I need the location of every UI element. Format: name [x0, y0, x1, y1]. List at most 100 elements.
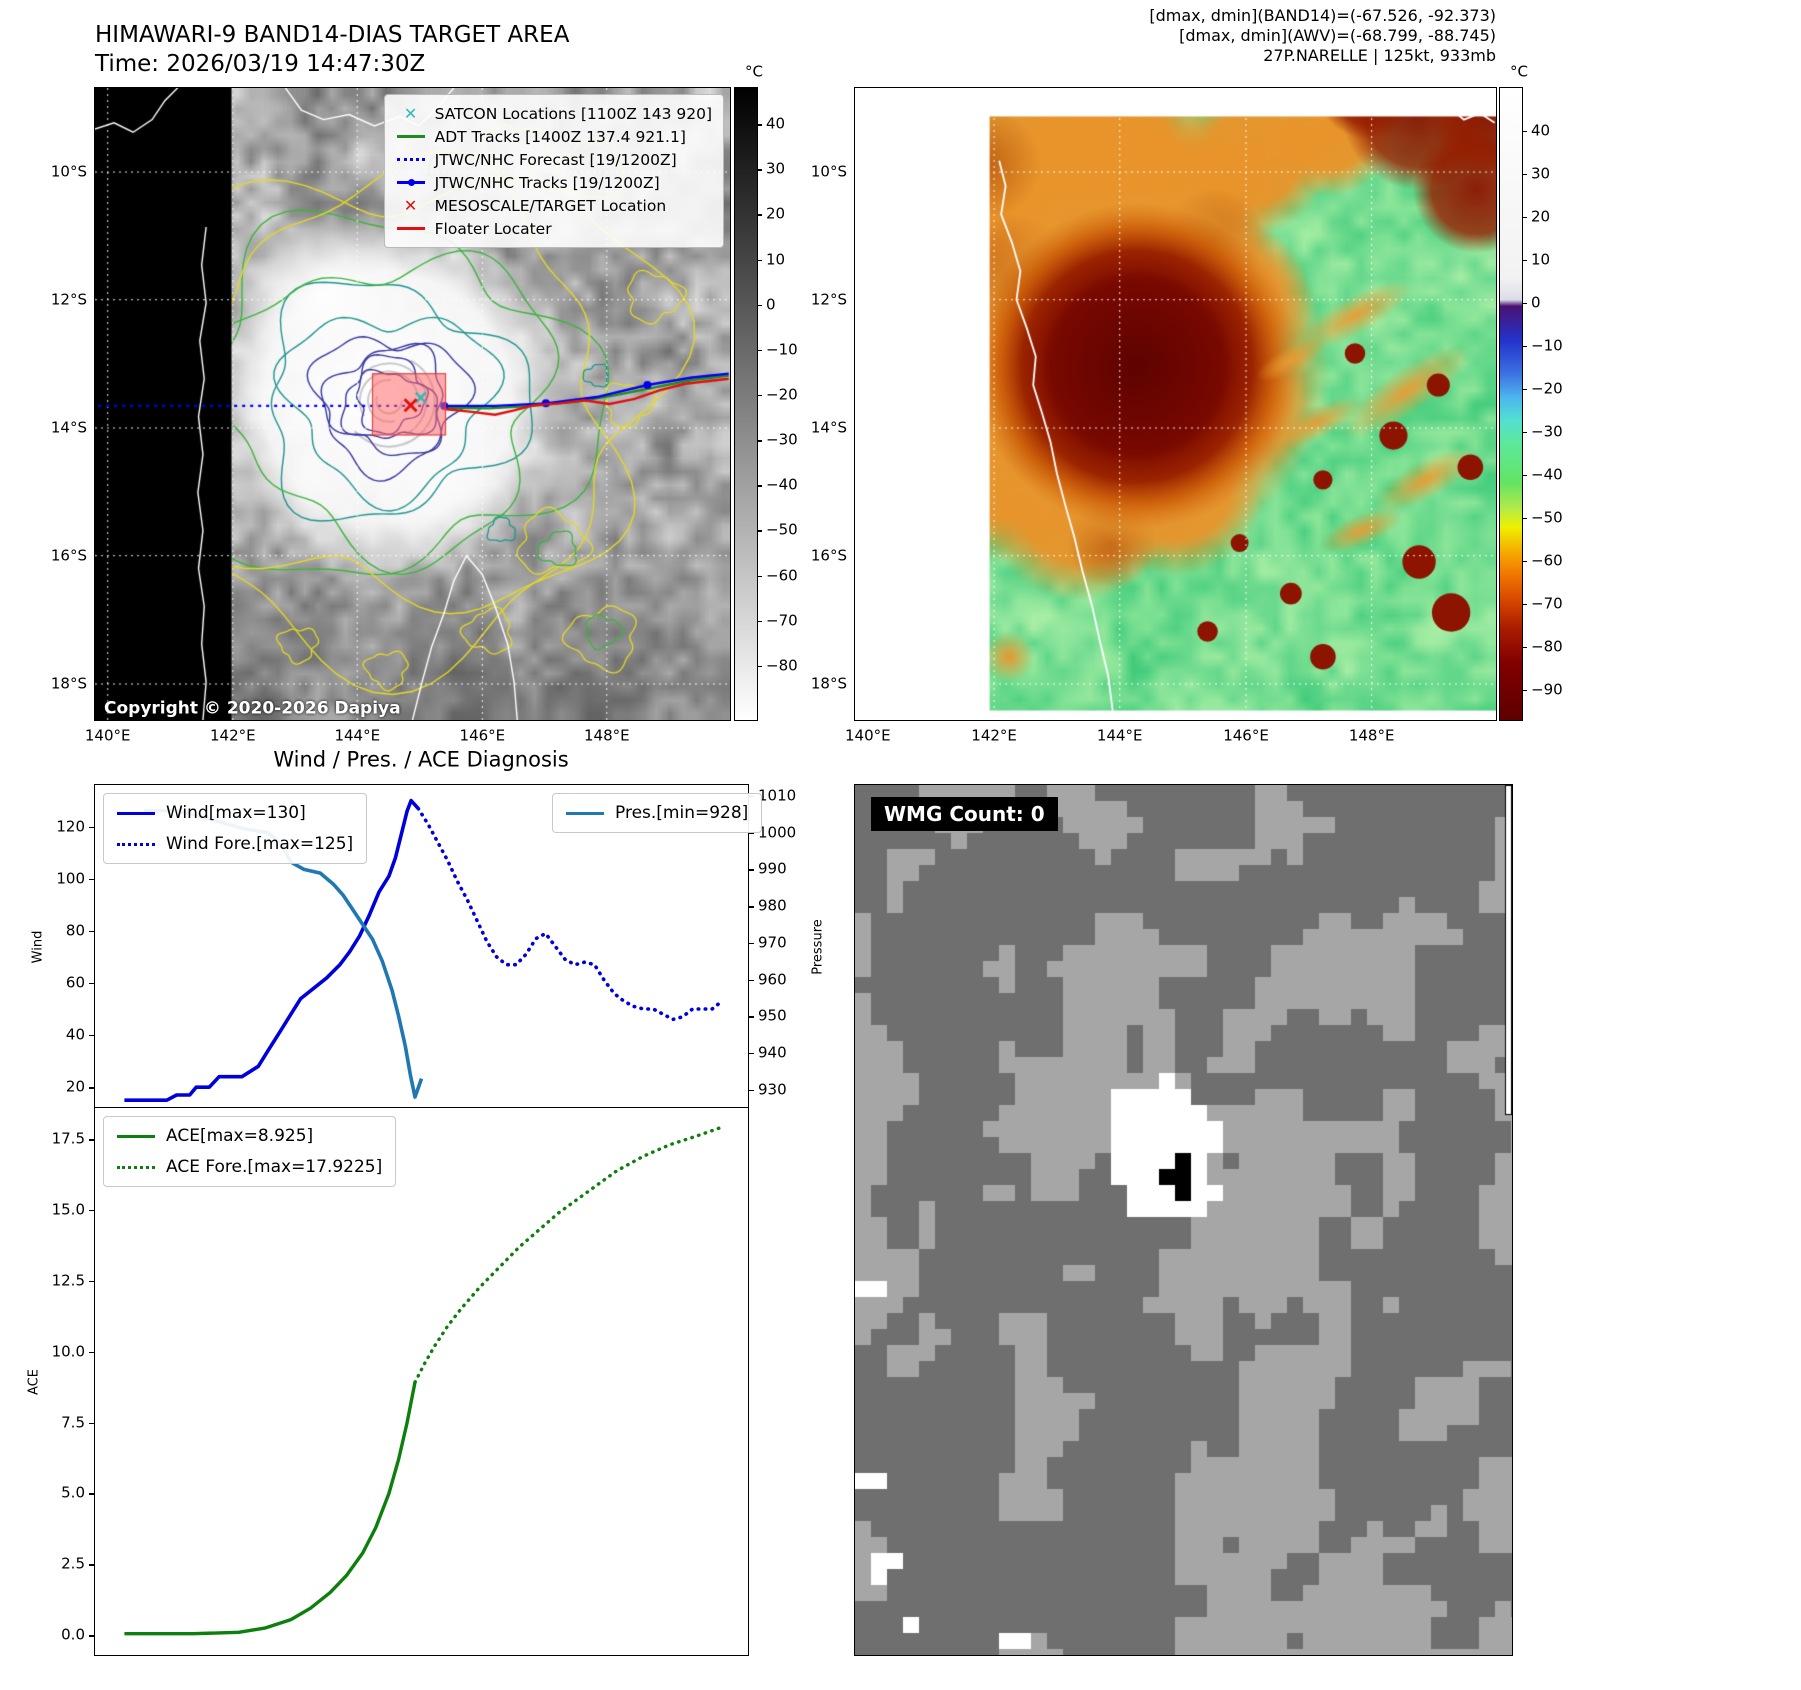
- tick-label: 1000: [758, 823, 797, 842]
- tick-label: 980: [758, 896, 787, 915]
- tick-label: 142°E: [971, 726, 1017, 745]
- tick-label: 950: [758, 1006, 787, 1025]
- legend-item: Wind[max=130]: [117, 803, 353, 823]
- legend-label: Pres.[min=928]: [615, 803, 749, 823]
- legend-label: ACE[max=8.925]: [166, 1126, 314, 1146]
- dmax-dmin-band14-readout: [dmax, dmin](BAND14)=(-67.526, -92.373): [1149, 6, 1496, 25]
- tick-mark: [1522, 388, 1527, 391]
- legend-label: Wind[max=130]: [166, 803, 306, 823]
- legend-label: ACE Fore.[max=17.9225]: [166, 1157, 383, 1177]
- tick-mark: [1522, 517, 1527, 520]
- tick-mark: [89, 1210, 95, 1212]
- colorbar-tick-label: −50: [766, 520, 798, 539]
- tick-mark: [1522, 345, 1527, 348]
- tick-label: 10°S: [50, 162, 87, 181]
- tick-mark: [757, 394, 762, 397]
- wind-forecast-dotted-icon: [117, 842, 155, 846]
- series-line: [413, 1125, 724, 1384]
- tick-label: 18°S: [50, 674, 87, 693]
- tick-label: 970: [758, 933, 787, 952]
- tick-mark: [757, 485, 762, 487]
- colorbar-tick-label: −70: [1531, 594, 1563, 613]
- ace-axis-label: ACE: [26, 1368, 42, 1395]
- tick-mark: [1522, 560, 1527, 563]
- series-line: [124, 1381, 417, 1636]
- colorbar-tick-label: 0: [766, 295, 776, 314]
- diagnosis-title: Wind / Pres. / ACE Diagnosis: [273, 747, 569, 772]
- tick-mark: [89, 1280, 95, 1283]
- tick-label: 14°S: [810, 418, 847, 437]
- tick-mark: [748, 942, 754, 945]
- wmg-grid-canvas: [854, 784, 1513, 1656]
- dmax-dmin-awv-readout: [dmax, dmin](AWV)=(-68.799, -88.745): [1179, 26, 1496, 45]
- pressure-line-icon: [566, 811, 604, 815]
- colorbar-tick-label: 0: [1531, 293, 1541, 312]
- colorbar-tick-label: 30: [766, 159, 786, 178]
- tick-mark: [757, 349, 762, 352]
- jtwc-track-line-icon: [396, 179, 426, 186]
- map-legend-label: ADT Tracks [1400Z 137.4 921.1]: [434, 127, 686, 146]
- tick-mark: [1522, 603, 1527, 606]
- legend-item: Wind Fore.[max=125]: [117, 834, 353, 854]
- colorbar-tick-label: 40: [1531, 121, 1551, 140]
- wind-legend: Wind[max=130] Wind Fore.[max=125]: [103, 793, 368, 864]
- colorbar-tick-label: −60: [766, 566, 798, 585]
- tick-mark: [757, 440, 762, 442]
- tick-label: 20: [65, 1077, 85, 1096]
- tick-label: 990: [758, 859, 787, 878]
- legend-label: Wind Fore.[max=125]: [166, 834, 354, 854]
- colorbar-tick-label: −30: [766, 430, 798, 449]
- tick-mark: [1522, 302, 1527, 305]
- ace-line-icon: [117, 1134, 155, 1138]
- awv-satellite-canvas: [854, 87, 1497, 721]
- wind-axis-label: Wind: [30, 930, 46, 963]
- colorbar-tick-label: −90: [1531, 680, 1563, 699]
- colorbar-tick-label: −20: [1531, 379, 1563, 398]
- tick-mark: [1522, 173, 1527, 176]
- tick-label: 960: [758, 970, 787, 989]
- tick-label: 0.0: [61, 1625, 85, 1644]
- tick-label: 146°E: [459, 726, 506, 745]
- satcon-x-icon: ✕: [403, 103, 418, 123]
- tick-mark: [1522, 216, 1527, 219]
- tick-mark: [1522, 474, 1527, 477]
- tick-label: 100: [56, 869, 85, 888]
- tick-label: 144°E: [334, 726, 381, 745]
- colorbar-tick-label: −80: [1531, 637, 1563, 656]
- tick-mark: [1522, 259, 1527, 262]
- wind-line-icon: [117, 811, 155, 815]
- tick-label: 12.5: [51, 1271, 85, 1290]
- map-legend-label: MESOSCALE/TARGET Location: [434, 196, 667, 215]
- map-legend-item: Floater Locater: [396, 217, 712, 240]
- colorbar-unit-label: °C: [1510, 62, 1528, 81]
- tick-mark: [757, 259, 762, 261]
- legend-item: ACE[max=8.925]: [117, 1126, 382, 1146]
- map-legend-label: JTWC/NHC Forecast [19/1200Z]: [434, 150, 677, 169]
- map-legend-item: ✕ SATCON Locations [1100Z 143 920]: [396, 102, 712, 125]
- tick-label: 940: [758, 1043, 787, 1062]
- colorbar-tick-label: −60: [1531, 551, 1563, 570]
- colorbar-tick-label: 40: [766, 114, 786, 133]
- tick-label: 140°E: [84, 726, 131, 745]
- tick-label: 18°S: [810, 674, 847, 693]
- tick-mark: [89, 1635, 95, 1637]
- tick-label: 80: [65, 921, 85, 940]
- tick-label: 16°S: [50, 546, 87, 565]
- map-legend-label: JTWC/NHC Tracks [19/1200Z]: [434, 173, 660, 192]
- jtwc-forecast-dotted-icon: [396, 158, 426, 161]
- tick-label: 1010: [758, 786, 797, 805]
- colorbar-unit-label: °C: [745, 62, 763, 81]
- tick-label: 60: [65, 973, 85, 992]
- tick-mark: [757, 214, 762, 216]
- tick-mark: [757, 575, 762, 577]
- tick-label: 148°E: [1348, 726, 1395, 745]
- tick-label: 142°E: [209, 726, 256, 745]
- ace-chart: [94, 1107, 749, 1656]
- tick-mark: [89, 826, 95, 829]
- colorbar-tick-label: −10: [1531, 336, 1563, 355]
- map-legend-label: SATCON Locations [1100Z 143 920]: [434, 104, 712, 123]
- tick-mark: [89, 1087, 95, 1089]
- tick-label: 148°E: [583, 726, 630, 745]
- floater-line-icon: [396, 227, 426, 230]
- ace-legend: ACE[max=8.925] ACE Fore.[max=17.9225]: [103, 1116, 397, 1187]
